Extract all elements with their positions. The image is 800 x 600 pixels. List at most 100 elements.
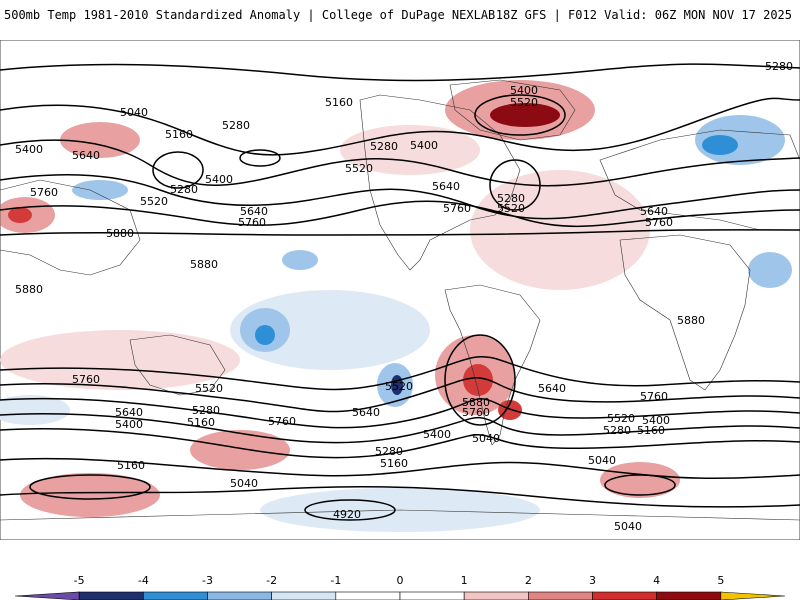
map-title: 500mb Temp 1981-2010 Standardized Anomal… xyxy=(4,8,496,22)
contour-line xyxy=(0,485,800,508)
anomaly-pos-faint xyxy=(470,170,650,290)
colorbar-segment xyxy=(78,591,144,600)
contour-label: 5280 xyxy=(192,404,220,417)
colorbar-segment xyxy=(592,591,657,600)
colorbar-tick-label: -5 xyxy=(73,574,85,587)
colorbar-segment xyxy=(656,591,722,600)
anomaly-pos-mid xyxy=(8,207,32,223)
contour-label: 5040 xyxy=(120,106,148,119)
colorbar-tick-label: -3 xyxy=(202,574,213,587)
colorbar-tick-label: -2 xyxy=(266,574,278,587)
contour-closed xyxy=(29,474,151,500)
header: 500mb Temp 1981-2010 Standardized Anomal… xyxy=(0,0,800,34)
contour-closed xyxy=(304,499,396,521)
contour-label: 5760 xyxy=(30,186,58,199)
anomaly-shading xyxy=(0,80,792,532)
contour-label: 5280 xyxy=(603,424,631,437)
contour-label: 5160 xyxy=(380,457,408,470)
colorbar-tick-label: 5 xyxy=(717,574,725,587)
contour-closed xyxy=(489,159,541,211)
anomaly-pos-light xyxy=(600,462,680,498)
contour-line xyxy=(0,200,800,228)
contour-label: 5280 xyxy=(222,119,250,132)
contour-label: 5760 xyxy=(238,216,266,229)
contour-label: 5400 xyxy=(205,173,233,186)
contour-closed xyxy=(239,149,281,167)
colorbar-segment xyxy=(14,591,80,600)
contour-label: 5400 xyxy=(115,418,143,431)
colorbar-segment xyxy=(399,591,465,600)
colorbar-segment xyxy=(335,591,401,600)
contour-label: 5280 xyxy=(375,445,403,458)
contour-line xyxy=(0,427,800,459)
contour-label: 5040 xyxy=(614,520,642,533)
asia-west-outline xyxy=(0,179,141,276)
anomaly-neg-light xyxy=(748,252,792,288)
contour-line xyxy=(0,97,800,156)
contour-label: 5640 xyxy=(115,406,143,419)
contour-label: 5160 xyxy=(325,96,353,109)
colorbar-tick-label: 0 xyxy=(396,574,404,587)
contour-label: 5640 xyxy=(240,205,268,218)
contour-label: 5880 xyxy=(677,314,705,327)
contour-label: 5040 xyxy=(230,477,258,490)
colorbar-tick-label: 4 xyxy=(653,574,661,587)
contour-label: 5280 xyxy=(497,192,525,205)
colorbar-segment xyxy=(463,591,529,600)
contour-label: 5880 xyxy=(106,227,134,240)
anomaly-neg-faint xyxy=(230,290,430,370)
contour-label: 5400 xyxy=(15,143,43,156)
contour-line xyxy=(0,457,800,480)
north-america-outline xyxy=(359,94,521,271)
contour-label: 5640 xyxy=(538,382,566,395)
contour-line xyxy=(0,174,800,220)
colorbar-tick-label: 2 xyxy=(524,574,532,587)
colorbar-segments xyxy=(14,591,786,600)
anomaly-pos-light xyxy=(20,473,160,517)
anomaly-neg-mid xyxy=(702,135,738,155)
contour-line xyxy=(0,412,800,444)
contour-line xyxy=(0,356,800,391)
contour-label: 5520 xyxy=(510,96,538,109)
australia-outline xyxy=(129,334,226,396)
antarctica-outline xyxy=(0,509,800,521)
colorbar-segment xyxy=(143,591,208,600)
colorbar-segment xyxy=(720,591,786,600)
contour-closed xyxy=(444,334,516,426)
height-contours xyxy=(0,63,800,521)
contour-line xyxy=(0,397,800,429)
contour-label: 5640 xyxy=(432,180,460,193)
colorbar-tick-label: -4 xyxy=(137,574,149,587)
anomaly-neg-mid xyxy=(255,325,275,345)
contour-closed xyxy=(152,151,204,189)
contour-label: 5880 xyxy=(15,283,43,296)
contour-label: 5160 xyxy=(117,459,145,472)
contour-line xyxy=(0,139,800,187)
colorbar-segment xyxy=(207,591,272,600)
colorbar-segment xyxy=(528,591,593,600)
anomaly-neg-light xyxy=(72,180,128,200)
contour-label: 5640 xyxy=(352,406,380,419)
contour-label: 5640 xyxy=(72,149,100,162)
anomaly-neg-faint xyxy=(0,395,70,425)
anomaly-pos-faint xyxy=(340,125,480,175)
weather-map: 5280 5040 5160 5160 5280 5400 5640 5280 … xyxy=(0,40,800,540)
greenland-outline xyxy=(449,79,576,141)
contour-label: 4920 xyxy=(333,508,361,521)
contour-closed xyxy=(474,94,566,136)
contour-label: 5760 xyxy=(268,415,296,428)
africa-outline xyxy=(619,234,751,391)
contour-labels: 5280 5040 5160 5160 5280 5400 5640 5280 … xyxy=(15,60,793,533)
map-frame xyxy=(0,40,800,540)
contour-label: 5640 xyxy=(640,205,668,218)
contour-label: 5520 xyxy=(195,382,223,395)
anomaly-pos-strong xyxy=(490,103,560,127)
contour-label: 5760 xyxy=(443,202,471,215)
colorbar-segment xyxy=(271,591,337,600)
contour-label: 5520 xyxy=(385,380,413,393)
colorbar xyxy=(14,591,786,600)
contour-label: 5760 xyxy=(72,373,100,386)
anomaly-pos-faint xyxy=(0,330,240,390)
contour-label: 5160 xyxy=(165,128,193,141)
contour-line xyxy=(0,377,800,413)
